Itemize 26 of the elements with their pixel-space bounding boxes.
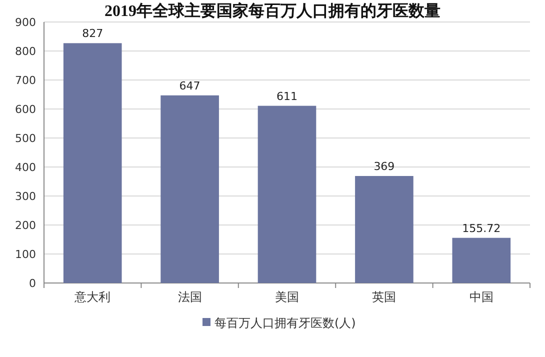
chart-title: 2019年全球主要国家每百万人口拥有的牙医数量 xyxy=(104,1,440,20)
bar xyxy=(452,238,511,283)
bar xyxy=(160,95,219,283)
x-tick-label: 法国 xyxy=(178,290,202,304)
y-tick-label: 800 xyxy=(15,45,36,58)
y-tick-label: 400 xyxy=(15,161,36,174)
data-label: 155.72 xyxy=(462,222,501,235)
data-label: 369 xyxy=(374,160,395,173)
x-tick-label: 中国 xyxy=(469,290,494,304)
data-label: 647 xyxy=(179,79,200,92)
y-tick-label: 200 xyxy=(15,219,36,232)
y-tick-label: 700 xyxy=(15,74,36,87)
x-tick-label: 美国 xyxy=(275,290,299,304)
x-tick-label: 意大利 xyxy=(74,290,111,304)
y-tick-label: 500 xyxy=(15,132,36,145)
bar xyxy=(63,43,122,283)
y-tick-label: 300 xyxy=(15,190,36,203)
x-tick-label: 英国 xyxy=(372,290,396,304)
y-tick-label: 900 xyxy=(15,16,36,29)
y-tick-label: 600 xyxy=(15,103,36,116)
y-tick-label: 0 xyxy=(29,277,36,290)
bar xyxy=(258,106,316,283)
data-label: 827 xyxy=(82,27,104,40)
data-label: 611 xyxy=(276,90,298,103)
y-tick-label: 100 xyxy=(15,248,36,261)
bar xyxy=(355,176,414,283)
